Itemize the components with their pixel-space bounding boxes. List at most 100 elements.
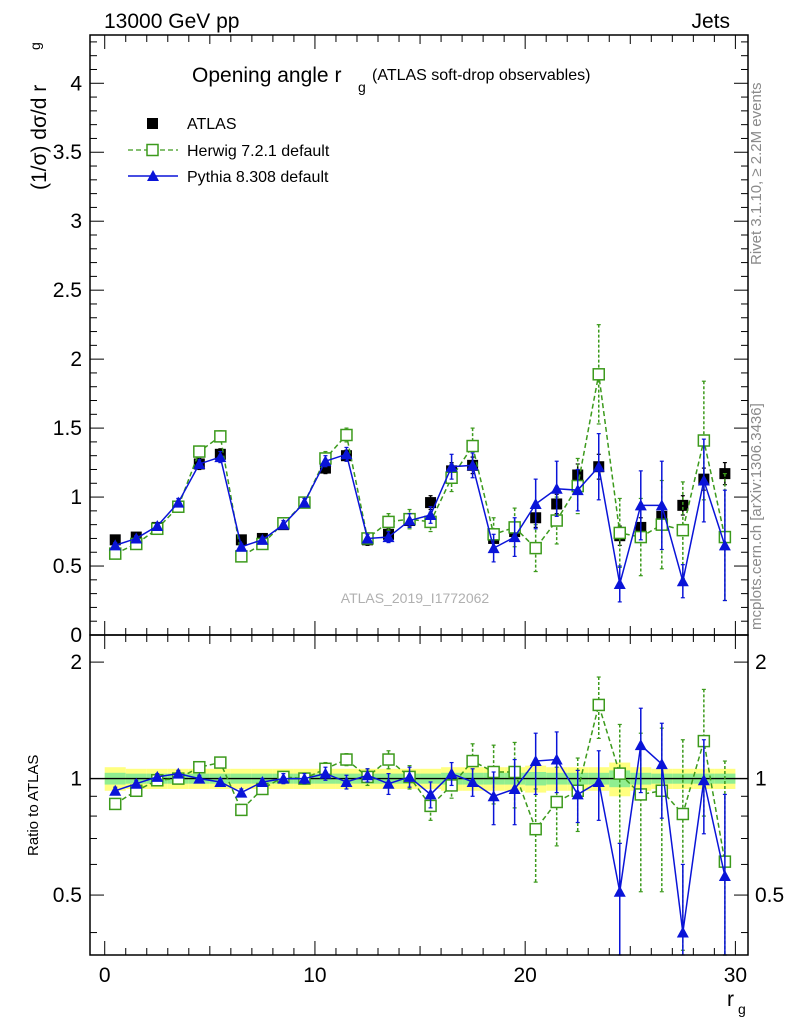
pythia-point bbox=[718, 539, 731, 551]
atlas-point bbox=[425, 497, 437, 509]
pythia-ratio-point bbox=[340, 775, 353, 787]
pythia-point bbox=[529, 497, 542, 509]
x-axis-label-sub: g bbox=[738, 1001, 746, 1017]
ratio-y-tick-label: 1 bbox=[70, 768, 82, 791]
ratio-y-tick-label-right: 1 bbox=[755, 768, 767, 791]
rivet-label: Rivet 3.1.10, ≥ 2.2M events bbox=[748, 83, 765, 266]
ratio-y-tick-label-right: 0.5 bbox=[755, 884, 784, 907]
herwig-ratio-point bbox=[592, 698, 605, 712]
pythia-point bbox=[592, 460, 605, 472]
herwig-ratio-point bbox=[466, 754, 479, 768]
ratio-plot-frame bbox=[89, 634, 749, 956]
legend-atlas-label: ATLAS bbox=[187, 116, 237, 133]
herwig-point bbox=[529, 541, 542, 555]
pythia-ratio-point bbox=[130, 777, 143, 789]
pythia-point bbox=[319, 455, 332, 467]
analysis-id: ATLAS_2019_I1772062 bbox=[341, 590, 490, 606]
pythia-point bbox=[214, 451, 227, 463]
legend-herwig-marker bbox=[146, 143, 159, 157]
legend-atlas-marker bbox=[147, 118, 158, 129]
pythia-point bbox=[193, 457, 206, 469]
pythia-ratio-point bbox=[382, 777, 395, 789]
pythia-ratio-point bbox=[613, 885, 626, 897]
pythia-point bbox=[403, 514, 416, 526]
herwig-point bbox=[235, 550, 248, 563]
pythia-ratio-point bbox=[697, 774, 710, 786]
herwig-ratio-point bbox=[214, 756, 227, 769]
pythia-point bbox=[571, 484, 584, 496]
pythia-ratio-point bbox=[466, 775, 479, 787]
legend-herwig-label: Herwig 7.2.1 default bbox=[187, 143, 330, 160]
pythia-point bbox=[466, 459, 479, 471]
pythia-group bbox=[109, 433, 731, 603]
process-label: Jets bbox=[691, 10, 730, 33]
pythia-point bbox=[235, 540, 248, 552]
x-tick-label: 30 bbox=[724, 964, 747, 987]
pythia-point bbox=[277, 518, 290, 530]
pythia-ratio-point bbox=[298, 772, 311, 784]
pythia-ratio-point bbox=[403, 770, 416, 782]
legend: ATLAS Herwig 7.2.1 default Pythia 8.308 … bbox=[128, 116, 330, 186]
pythia-ratio-point bbox=[109, 784, 122, 796]
pythia-ratio-group bbox=[109, 707, 731, 956]
y-tick-label: 3 bbox=[70, 210, 82, 233]
herwig-ratio-group bbox=[108, 676, 732, 956]
atlas-point bbox=[235, 534, 247, 546]
atlas-point bbox=[319, 462, 331, 474]
plot-title-sub: g bbox=[358, 79, 366, 95]
pythia-line bbox=[114, 453, 726, 585]
pythia-point bbox=[361, 532, 374, 544]
herwig-ratio-point bbox=[613, 767, 627, 780]
pythia-ratio-line bbox=[114, 743, 726, 933]
legend-pythia-marker bbox=[147, 170, 159, 181]
pythia-ratio-point bbox=[655, 758, 668, 770]
pythia-point bbox=[697, 474, 710, 486]
legend-pythia-label: Pythia 8.308 default bbox=[187, 169, 329, 186]
y-tick-label: 0 bbox=[70, 624, 82, 647]
plot-title: Opening angle r bbox=[192, 64, 341, 87]
y-tick-label: 1.5 bbox=[53, 417, 82, 440]
y-tick-label: 4 bbox=[70, 72, 82, 95]
herwig-line bbox=[114, 374, 726, 558]
pythia-point bbox=[655, 499, 668, 511]
herwig-point bbox=[382, 515, 395, 529]
pythia-ratio-point bbox=[487, 790, 500, 802]
pythia-point bbox=[508, 531, 521, 543]
plot-title-main: Opening angle r bbox=[192, 64, 341, 87]
main-y-axis-label: (1/σ) dσ/d r bbox=[28, 85, 51, 190]
pythia-ratio-point bbox=[256, 775, 269, 787]
herwig-ratio-point bbox=[676, 807, 690, 821]
herwig-point bbox=[592, 368, 605, 381]
y-tick-label: 3.5 bbox=[53, 141, 82, 164]
pythia-ratio-point bbox=[550, 753, 563, 765]
herwig-ratio-point bbox=[340, 753, 353, 766]
pythia-point bbox=[424, 509, 437, 520]
pythia-point bbox=[487, 542, 500, 554]
ratio-y-tick-label: 2 bbox=[70, 651, 82, 674]
x-tick-label: 20 bbox=[513, 964, 536, 987]
herwig-ratio-point bbox=[382, 753, 395, 766]
herwig-point bbox=[676, 523, 690, 537]
plot-title-tail: (ATLAS soft-drop observables) bbox=[372, 67, 590, 84]
axis-ticks: 0 10 20 30 0 0.5 1 1.5 2 2.5 3 3.5 4 0.5 0.5 1 1 2 2 bbox=[53, 35, 784, 987]
pythia-point bbox=[550, 482, 563, 494]
herwig-ratio-point bbox=[235, 803, 248, 817]
ratio-y-tick-label-right: 2 bbox=[755, 651, 767, 674]
pythia-point bbox=[634, 499, 647, 511]
pythia-point bbox=[613, 577, 626, 589]
pythia-ratio-point bbox=[277, 772, 290, 784]
x-tick-label: 10 bbox=[303, 964, 326, 987]
pythia-ratio-point bbox=[571, 788, 584, 800]
y-tick-label: 2 bbox=[70, 348, 82, 371]
pythia-ratio-point bbox=[214, 775, 227, 787]
herwig-ratio-point bbox=[193, 760, 206, 774]
x-axis-label: r bbox=[727, 988, 734, 1011]
x-tick-label: 0 bbox=[99, 964, 111, 987]
pythia-ratio-point bbox=[634, 739, 647, 751]
herwig-point bbox=[340, 428, 353, 442]
pythia-ratio-point bbox=[718, 870, 731, 882]
main-y-axis-label-sub: g bbox=[27, 42, 43, 50]
ratio-y-tick-label: 0.5 bbox=[53, 884, 82, 907]
pythia-ratio-point bbox=[592, 775, 605, 787]
